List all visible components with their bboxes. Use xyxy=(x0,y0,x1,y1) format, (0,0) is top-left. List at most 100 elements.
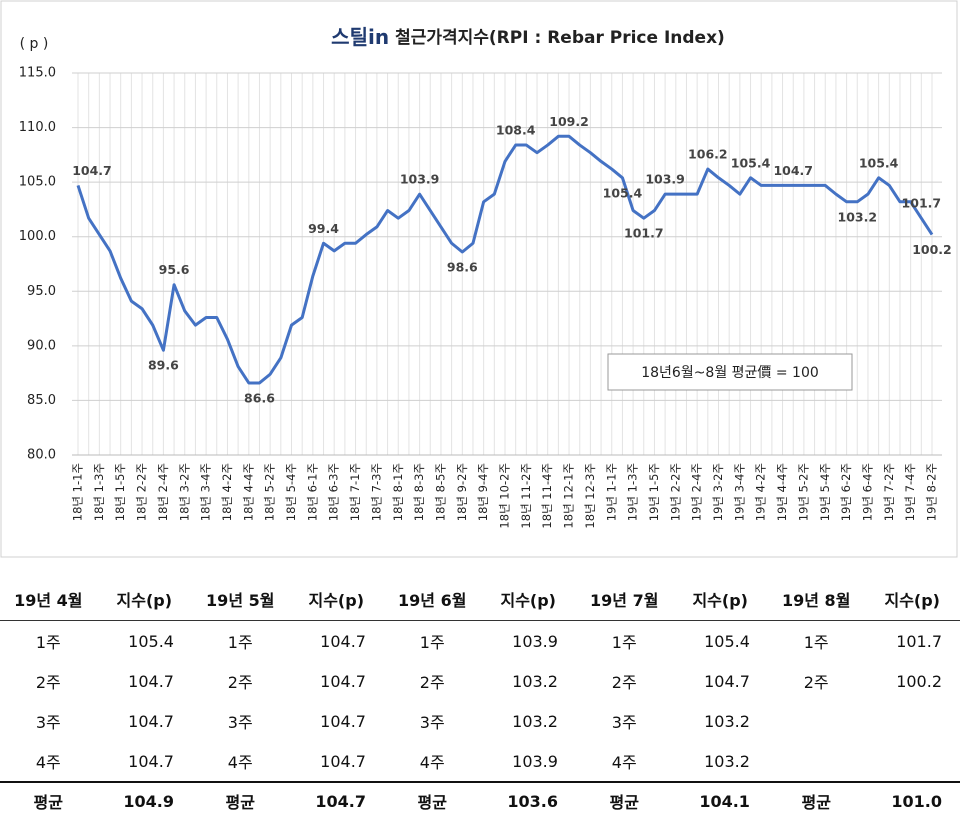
table-cell: 1주 xyxy=(803,633,829,652)
x-tick-label: 19년 5-2주 xyxy=(796,463,810,521)
table-cell xyxy=(864,701,960,741)
table-cell: 104.1 xyxy=(672,781,768,819)
table-cell: 평균 xyxy=(767,781,865,819)
header-cell: 지수(p) xyxy=(480,578,576,621)
header-cell: 지수(p) xyxy=(864,578,960,621)
x-tick-label: 18년 2-4주 xyxy=(156,463,170,521)
table-cell: 4주 xyxy=(611,753,637,772)
data-label: 86.6 xyxy=(244,390,275,405)
x-tick-label: 19년 3-2주 xyxy=(711,463,725,521)
data-label: 105.4 xyxy=(859,155,899,170)
table-cell: 3주 xyxy=(35,713,61,732)
x-tick-label: 18년 5-2주 xyxy=(263,463,277,521)
data-label: 104.7 xyxy=(773,163,813,178)
summary-table: 19년 4월 지수(p) 19년 5월 지수(p) 19년 6월 지수(p) 19년 7월 지… xyxy=(0,578,960,819)
table-cell: 103.2 xyxy=(512,711,558,731)
table-cell: 103.2 xyxy=(512,671,558,691)
table-cell: 104.7 xyxy=(320,711,366,731)
data-label: 98.6 xyxy=(447,259,478,274)
table-cell: 2주 xyxy=(803,673,829,692)
x-tick-label: 18년 1-5주 xyxy=(113,463,127,521)
table-cell: 103.9 xyxy=(512,751,558,771)
table-cell xyxy=(864,741,960,782)
table-cell: 2주 xyxy=(227,673,253,692)
data-label: 89.6 xyxy=(148,358,179,373)
x-tick-label: 18년 1-3주 xyxy=(92,463,106,521)
table-cell: 103.2 xyxy=(704,751,750,771)
x-tick-label: 19년 1-3주 xyxy=(626,463,640,521)
table-cell: 1주 xyxy=(419,633,445,652)
x-tick-label: 18년 3-4주 xyxy=(199,463,213,521)
x-tick-label: 18년 9-2주 xyxy=(455,463,469,521)
x-tick-label: 19년 3-4주 xyxy=(732,463,746,521)
table-row: 2주 104.7 2주 104.7 2주 103.2 2주 104.7 2주 100.2 xyxy=(0,661,960,701)
x-tick-label: 18년 2-2주 xyxy=(135,463,149,521)
x-tick-label: 19년 4-4주 xyxy=(775,463,789,521)
data-label: 108.4 xyxy=(496,123,536,138)
annotation: 18년6월~8월 평균價 = 100 xyxy=(641,364,819,381)
table-cell: 2주 xyxy=(611,673,637,692)
table-cell: 104.7 xyxy=(320,751,366,771)
x-tick-label: 19년 2-2주 xyxy=(668,463,682,521)
header-cell: 지수(p) xyxy=(96,578,192,621)
x-tick-label: 18년 7-1주 xyxy=(348,463,362,521)
x-tick-label: 19년 4-2주 xyxy=(754,463,768,521)
annotation-box xyxy=(607,353,853,391)
header-cell: 19년 6월 xyxy=(383,578,481,621)
table-cell: 101.7 xyxy=(896,631,942,651)
data-label: 100.2 xyxy=(912,242,952,257)
table-cell: 1주 xyxy=(611,633,637,652)
chart: 스틸in 철근가격지수(RPI : Rebar Price Index) ( p … xyxy=(0,0,958,558)
table-cell: 103.6 xyxy=(480,781,576,819)
x-tick-label: 18년 6-3주 xyxy=(327,463,341,521)
data-label: 106.2 xyxy=(688,147,728,162)
x-tick-label: 18년 12-3주 xyxy=(583,463,597,529)
x-tick-label: 19년 7-4주 xyxy=(903,463,917,521)
table-cell: 103.9 xyxy=(512,631,558,651)
x-tick-label: 18년 8-1주 xyxy=(391,463,405,521)
table-cell: 2주 xyxy=(35,673,61,692)
data-label: 103.9 xyxy=(645,172,685,187)
data-label: 104.7 xyxy=(72,163,112,178)
x-tick-label: 19년 6-4주 xyxy=(860,463,874,521)
x-tick-label: 19년 1-5주 xyxy=(647,463,661,521)
table-cell xyxy=(768,741,865,782)
table-cell: 104.9 xyxy=(96,781,192,819)
x-tick-label: 18년 1-1주 xyxy=(71,463,85,521)
table-cell: 101.0 xyxy=(864,781,960,819)
table-cell: 104.7 xyxy=(320,631,366,651)
header-row: 19년 4월 지수(p) 19년 5월 지수(p) 19년 6월 지수(p) 19년 7월 지… xyxy=(0,578,960,621)
y-tick-label: 105.0 xyxy=(19,175,56,190)
series-line xyxy=(76,134,934,385)
x-tick-label: 18년 3-2주 xyxy=(177,463,191,521)
data-label: 95.6 xyxy=(159,262,190,277)
x-tick-label: 19년 5-4주 xyxy=(818,463,832,521)
chart-title-group: 스틸in 철근가격지수(RPI : Rebar Price Index) xyxy=(331,25,725,49)
x-tick-label: 18년 10-2주 xyxy=(498,463,512,529)
table-cell: 평균 xyxy=(191,781,289,819)
table-row: 4주 104.7 4주 104.7 4주 103.9 4주 103.2 xyxy=(0,741,960,782)
y-axis-label: ( p ) xyxy=(20,36,49,52)
table-row: 평균 104.9 평균 104.7 평균 103.6 평균 104.1 평균 101.0 xyxy=(0,781,960,819)
table-cell: 103.2 xyxy=(704,711,750,731)
chart-title: 철근가격지수(RPI : Rebar Price Index) xyxy=(395,28,725,48)
data-label: 103.9 xyxy=(400,172,440,187)
header-cell: 지수(p) xyxy=(288,578,384,621)
table-cell: 100.2 xyxy=(896,671,942,691)
table-cell: 4주 xyxy=(419,753,445,772)
table-cell: 평균 xyxy=(383,781,481,819)
y-tick-label: 85.0 xyxy=(27,393,56,408)
data-label: 105.4 xyxy=(603,185,643,200)
table-cell: 평균 xyxy=(575,781,673,819)
x-tick-label: 18년 12-1주 xyxy=(562,463,576,529)
y-tick-label: 115.0 xyxy=(19,66,56,81)
table-row: 1주 105.4 1주 104.7 1주 103.9 1주 105.4 1주 101.7 xyxy=(0,621,960,662)
x-tick-label: 18년 11-4주 xyxy=(540,463,554,529)
table-cell: 4주 xyxy=(227,753,253,772)
x-tick-label: 18년 5-4주 xyxy=(284,463,298,521)
table-cell: 2주 xyxy=(419,673,445,692)
table-cell: 4주 xyxy=(35,753,61,772)
table-cell: 104.7 xyxy=(288,781,384,819)
table-cell: 105.4 xyxy=(128,631,174,651)
